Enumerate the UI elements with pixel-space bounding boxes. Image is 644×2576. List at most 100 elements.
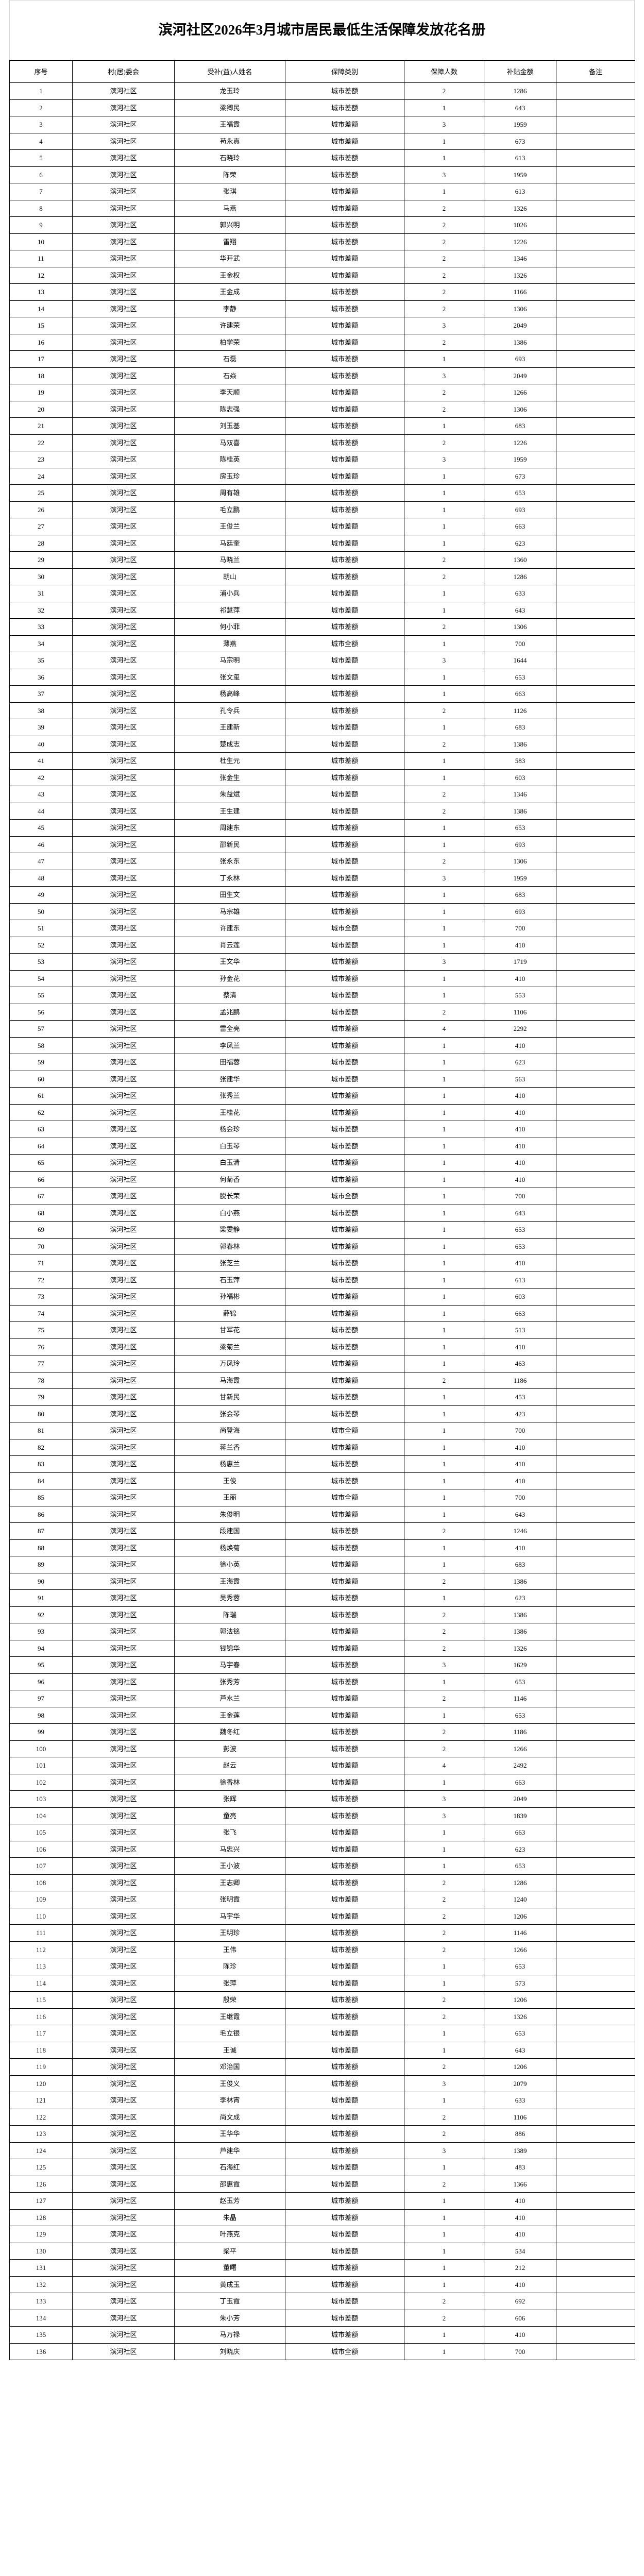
table-row: 135 滨河社区 马万禄 城市差额 1 410: [9, 2326, 635, 2344]
cell-category: 城市差额: [285, 2125, 404, 2143]
cell-village: 滨河社区: [72, 936, 175, 954]
cell-amount: 410: [484, 1154, 556, 1172]
cell-village: 滨河社区: [72, 467, 175, 485]
cell-category: 城市差额: [285, 1003, 404, 1021]
cell-seq: 23: [9, 451, 73, 468]
cell-category: 城市差额: [285, 1958, 404, 1975]
cell-name: 王志卿: [174, 1874, 285, 1891]
cell-note: [556, 1941, 635, 1958]
cell-seq: 77: [9, 1355, 73, 1372]
cell-people: 1: [404, 1455, 484, 1473]
cell-seq: 37: [9, 685, 73, 703]
cell-category: 城市差额: [285, 1455, 404, 1473]
cell-note: [556, 1790, 635, 1808]
table-row: 15 滨河社区 许建荣 城市差额 3 2049: [9, 317, 635, 334]
cell-seq: 122: [9, 2108, 73, 2126]
cell-village: 滨河社区: [72, 1438, 175, 1456]
cell-name: 李天顺: [174, 384, 285, 401]
cell-village: 滨河社区: [72, 266, 175, 284]
cell-village: 滨河社区: [72, 534, 175, 552]
cell-amount: 700: [484, 2343, 556, 2360]
cell-village: 滨河社区: [72, 1171, 175, 1188]
cell-seq: 46: [9, 836, 73, 853]
cell-note: [556, 1857, 635, 1875]
cell-village: 滨河社区: [72, 199, 175, 217]
table-row: 40 滨河社区 楚成志 城市差额 2 1386: [9, 735, 635, 753]
cell-note: [556, 1037, 635, 1054]
cell-seq: 42: [9, 769, 73, 786]
table-row: 116 滨河社区 王继霞 城市差额 2 1326: [9, 2008, 635, 2025]
cell-amount: 693: [484, 350, 556, 368]
cell-village: 滨河社区: [72, 1924, 175, 1942]
table-row: 46 滨河社区 邵新民 城市差额 1 693: [9, 836, 635, 853]
table-row: 21 滨河社区 刘玉基 城市差额 1 683: [9, 417, 635, 435]
table-row: 136 滨河社区 刘晓庆 城市全额 1 700: [9, 2343, 635, 2360]
cell-seq: 85: [9, 1489, 73, 1506]
cell-category: 城市差额: [285, 2008, 404, 2025]
cell-category: 城市差额: [285, 216, 404, 234]
cell-category: 城市全额: [285, 920, 404, 937]
cell-note: [556, 1338, 635, 1355]
cell-category: 城市全额: [285, 1188, 404, 1205]
cell-seq: 67: [9, 1188, 73, 1205]
cell-people: 2: [404, 266, 484, 284]
cell-people: 1: [404, 1238, 484, 1255]
cell-category: 城市差额: [285, 1388, 404, 1406]
cell-seq: 106: [9, 1840, 73, 1858]
cell-people: 1: [404, 2242, 484, 2260]
cell-category: 城市差额: [285, 1371, 404, 1389]
table-row: 76 滨河社区 梁菊兰 城市差额 1 410: [9, 1338, 635, 1355]
cell-village: 滨河社区: [72, 1840, 175, 1858]
cell-category: 城市差额: [285, 1438, 404, 1456]
cell-amount: 1959: [484, 869, 556, 887]
cell-amount: 2292: [484, 1020, 556, 1038]
cell-village: 滨河社区: [72, 1154, 175, 1172]
cell-name: 张文玺: [174, 668, 285, 686]
cell-people: 1: [404, 467, 484, 485]
cell-seq: 49: [9, 886, 73, 904]
cell-note: [556, 333, 635, 351]
cell-seq: 105: [9, 1824, 73, 1841]
cell-people: 2: [404, 1723, 484, 1741]
table-row: 55 滨河社区 蔡清 城市差额 1 553: [9, 987, 635, 1004]
cell-category: 城市差额: [285, 116, 404, 133]
cell-name: 白玉清: [174, 1154, 285, 1172]
table-row: 26 滨河社区 毛立鹏 城市差额 1 693: [9, 501, 635, 518]
table-row: 44 滨河社区 王生建 城市差额 2 1386: [9, 802, 635, 820]
cell-amount: 410: [484, 2226, 556, 2243]
cell-village: 滨河社区: [72, 317, 175, 334]
table-row: 28 滨河社区 马廷奎 城市差额 1 623: [9, 534, 635, 552]
cell-name: 杨惠兰: [174, 1455, 285, 1473]
cell-village: 滨河社区: [72, 1941, 175, 1958]
table-row: 97 滨河社区 芦水兰 城市差额 2 1146: [9, 1690, 635, 1707]
cell-note: [556, 1104, 635, 1121]
cell-name: 何小菲: [174, 618, 285, 636]
cell-note: [556, 769, 635, 786]
cell-category: 城市差额: [285, 2293, 404, 2310]
cell-seq: 92: [9, 1606, 73, 1623]
cell-amount: 1266: [484, 1740, 556, 1757]
cell-name: 陈瑞: [174, 1606, 285, 1623]
cell-category: 城市差额: [285, 1355, 404, 1372]
cell-seq: 21: [9, 417, 73, 435]
cell-amount: 1126: [484, 702, 556, 719]
cell-amount: 643: [484, 99, 556, 116]
cell-note: [556, 2142, 635, 2159]
cell-seq: 55: [9, 987, 73, 1004]
table-row: 23 滨河社区 陈桂英 城市差额 3 1959: [9, 451, 635, 468]
cell-amount: 1186: [484, 1723, 556, 1741]
cell-village: 滨河社区: [72, 1773, 175, 1791]
cell-category: 城市差额: [285, 1924, 404, 1942]
cell-category: 城市差额: [285, 2242, 404, 2260]
cell-category: 城市差额: [285, 2075, 404, 2092]
table-row: 110 滨河社区 马宇华 城市差额 2 1206: [9, 1907, 635, 1925]
cell-seq: 123: [9, 2125, 73, 2143]
cell-amount: 1959: [484, 166, 556, 183]
cell-people: 2: [404, 618, 484, 636]
cell-note: [556, 1891, 635, 1908]
cell-people: 1: [404, 936, 484, 954]
cell-village: 滨河社区: [72, 1958, 175, 1975]
cell-people: 2: [404, 2125, 484, 2143]
cell-name: 楚成志: [174, 735, 285, 753]
cell-category: 城市差额: [285, 1522, 404, 1540]
